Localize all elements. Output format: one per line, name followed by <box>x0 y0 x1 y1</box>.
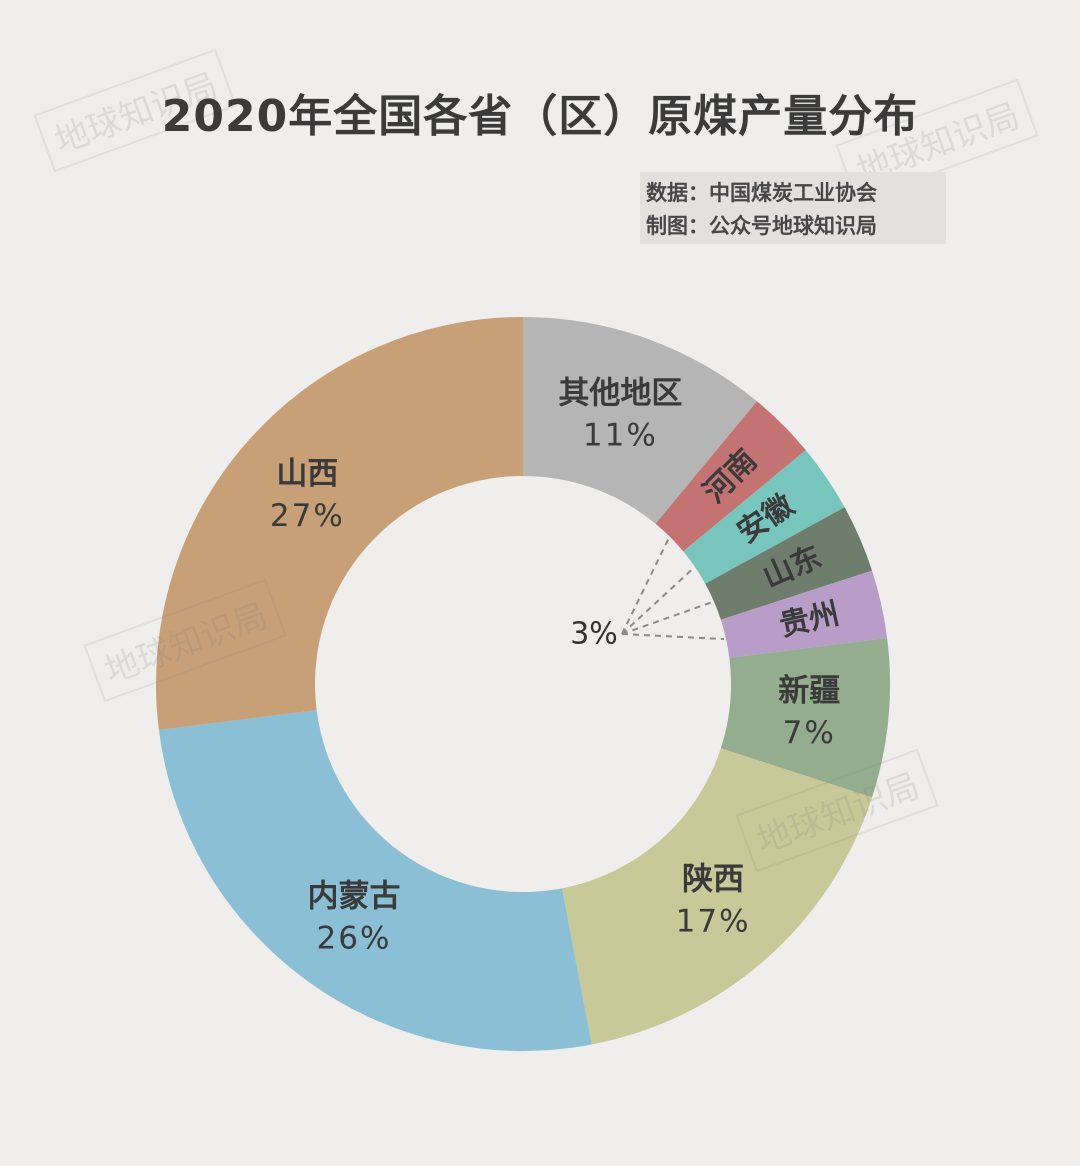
source-box: 数据：中国煤炭工业协会 制图：公众号地球知识局 <box>640 172 946 244</box>
slice-value-6: 17% <box>676 904 751 940</box>
slice-label-5: 新疆 <box>778 673 840 709</box>
leader-line-3 <box>621 633 725 641</box>
leader-line-0 <box>621 537 670 635</box>
donut-slice-5 <box>720 638 891 798</box>
slice-label-7: 内蒙古 <box>308 879 401 915</box>
data-source: 数据：中国煤炭工业协会 <box>646 181 877 205</box>
slice-value-5: 7% <box>783 715 836 751</box>
leader-line-2 <box>621 601 713 635</box>
chart-title: 2020年全国各省（区）原煤产量分布 <box>161 91 919 142</box>
annotation-label-0: 3% <box>570 617 618 652</box>
leader-line-1 <box>621 567 695 635</box>
leader-lines <box>621 537 725 641</box>
donut-slice-7 <box>158 710 592 1051</box>
slice-label-0: 其他地区 <box>558 375 682 411</box>
donut-slice-8 <box>155 317 523 730</box>
donut-slice-2 <box>683 450 845 584</box>
donut-slice-4 <box>720 570 888 658</box>
donut-slice-6 <box>561 748 873 1045</box>
chart-credit: 制图：公众号地球知识局 <box>646 214 877 238</box>
donut-slice-1 <box>655 401 806 552</box>
slice-label-6: 陕西 <box>682 862 744 898</box>
slice-value-8: 27% <box>270 498 345 534</box>
donut-slice-0 <box>523 317 757 524</box>
donut-slice-3 <box>705 507 873 620</box>
slice-value-7: 26% <box>317 921 392 957</box>
slice-label-8: 山西 <box>276 456 338 492</box>
slice-value-0: 11% <box>583 417 658 453</box>
donut-slices <box>155 317 891 1051</box>
